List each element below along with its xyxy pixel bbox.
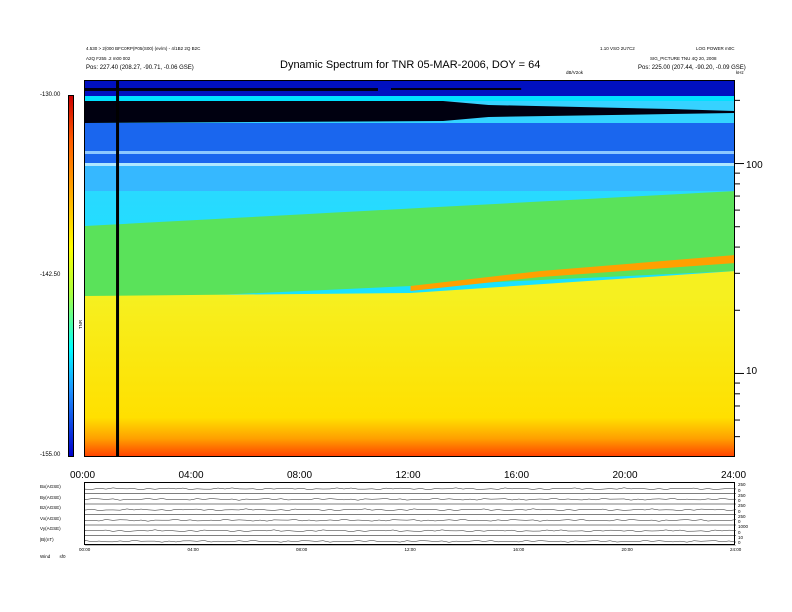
lower-row-4-tick-0: 1000 — [738, 524, 749, 529]
footer-label-text: Wind — [40, 554, 51, 559]
header-right-pos: Pos: 225.00 (207.44, -90.20, -0.09 GSE) — [638, 65, 746, 72]
header-right-line-3: SIG_PICTURE TNU 4Q 20, 2008 — [650, 56, 717, 61]
colorbar-tick-0: -130.00 — [40, 92, 61, 98]
header-left-pos: Pos: 227.40 (208.27, -90.71, -0.06 GSE) — [86, 65, 194, 72]
lower-row-label-5: |B|(nT) — [40, 536, 54, 542]
chart-title: Dynamic Spectrum for TNR 05-MAR-2006, DO… — [280, 59, 541, 71]
x-tick-5: 20:00 — [612, 470, 638, 481]
header-right-pos-value: 225.00 (207.44, -90.20, -0.09 GSE) — [651, 65, 746, 71]
colorbar-tick-2: -155.00 — [40, 452, 61, 458]
lower-row-label-1: By(AGSE) — [40, 494, 61, 500]
solar-wind-panel — [84, 482, 737, 547]
header-left-line-2: A2Q F255 .2 m00 002 — [86, 56, 131, 61]
y-tick-10: 10 — [746, 366, 758, 377]
lower-x-tick-4: 16:00 — [513, 547, 525, 552]
lower-x-tick-1: 04:00 — [187, 547, 199, 552]
lower-row-trace-4 — [84, 529, 737, 532]
x-tick-1: 04:00 — [178, 470, 204, 481]
lower-row-label-3: Vx(AGSE) — [40, 515, 61, 521]
lower-x-tick-5: 20:00 — [621, 547, 633, 552]
header-right-line-1: 1.10 VSO 2U7C2 — [600, 46, 635, 51]
lower-row-5-tick-0: 10 — [738, 534, 744, 540]
colorbar-tick-1: -142.50 — [40, 272, 61, 278]
lower-row-2-tick-1: 0 — [738, 508, 741, 514]
lower-row-1-tick-0: 250 — [738, 492, 746, 498]
lower-x-tick-6: 24:00 — [730, 547, 742, 552]
x-tick-2: 08:00 — [287, 470, 313, 481]
band-separator — [85, 96, 734, 101]
x-tick-6: 24:00 — [721, 470, 747, 481]
header-left-pos-label: Pos: — [86, 65, 99, 71]
band-lower-yellow — [85, 296, 734, 456]
lower-row-label-4: Vy(AGSE) — [40, 526, 61, 531]
lower-row-trace-3 — [84, 519, 737, 522]
colorbar-label: TNR — [78, 319, 84, 330]
band-blue-cyan — [85, 166, 734, 191]
footer-label: Wind sf0 — [40, 554, 66, 559]
lower-row-0-tick-1: 0 — [738, 487, 741, 493]
lower-row-trace-0 — [84, 487, 737, 491]
band-black — [85, 101, 734, 123]
header-left-line-1: 4.530 > 2(000 BFC0RP(P05(S00) (ev/m) - 4… — [86, 46, 201, 51]
lower-row-3-tick-1: 0 — [738, 519, 741, 524]
units-label: dB/V2ok — [566, 70, 584, 75]
spectrogram-panel — [84, 80, 735, 457]
band-faint-line-2 — [85, 163, 734, 166]
x-tick-3: 12:00 — [395, 470, 421, 481]
lower-row-1-tick-1: 0 — [738, 498, 741, 503]
band-yellow-wedge — [85, 271, 734, 296]
y-axis-tick-marks — [735, 99, 744, 438]
lower-row-trace-1 — [84, 498, 737, 501]
footer-value-text: sf0 — [59, 554, 66, 559]
lower-row-trace-5 — [84, 540, 737, 543]
lower-row-0-tick-0: 250 — [738, 482, 746, 487]
lower-row-4-tick-1: 0 — [738, 529, 741, 535]
band-top-streak-1 — [85, 88, 378, 91]
header-right-line-2: LOG POWER m0C — [696, 46, 735, 51]
lower-x-tick-3: 12:00 — [404, 547, 416, 552]
header-left-pos-value: 227.40 (208.27, -90.71, -0.06 GSE) — [99, 65, 194, 71]
lower-row-label-2: Bz(AGSE) — [40, 505, 61, 510]
band-faint-line-1 — [85, 151, 734, 154]
band-emission-line — [410, 255, 734, 291]
lower-row-5-tick-1: 0 — [738, 540, 741, 545]
lower-row-trace-2 — [84, 508, 737, 511]
colorbar — [68, 95, 74, 457]
band-upper-blue — [85, 123, 734, 165]
spectrogram-svg — [85, 81, 734, 456]
header-right-pos-label: Pos: — [638, 65, 651, 71]
lower-x-tick-0: 00:00 — [79, 547, 91, 552]
lower-row-label-0: Bx(AGSE) — [40, 484, 61, 489]
solar-wind-svg — [84, 487, 737, 547]
data-gap-line — [116, 81, 120, 456]
x-tick-4: 16:00 — [504, 470, 530, 481]
hz-label: kHz — [736, 70, 744, 75]
y-tick-100: 100 — [746, 160, 763, 171]
lower-row-3-tick-0: 250 — [738, 513, 746, 519]
x-tick-0: 00:00 — [70, 470, 96, 481]
band-top-streak-2 — [390, 88, 522, 90]
spectrogram-bands — [85, 81, 734, 456]
lower-x-tick-2: 08:00 — [296, 547, 308, 552]
lower-row-2-tick-0: 250 — [738, 503, 746, 508]
